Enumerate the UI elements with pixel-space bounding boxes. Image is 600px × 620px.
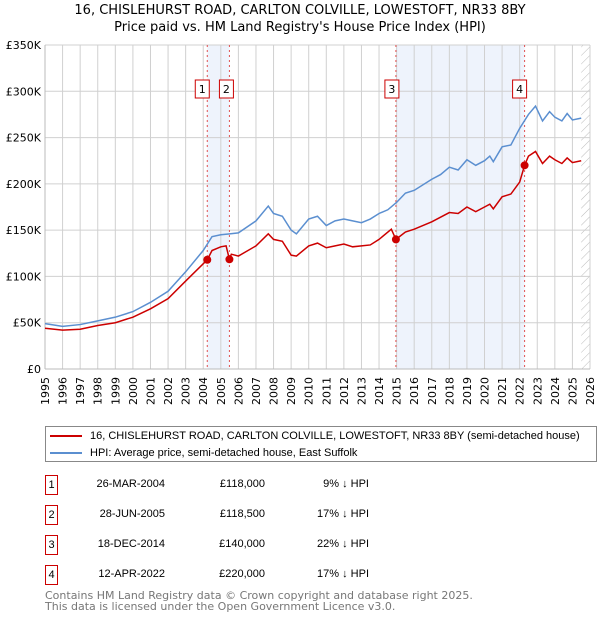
x-tick-label: 2003 [180,377,193,405]
sale-point [520,161,529,170]
x-tick-label: 2020 [479,377,492,405]
x-tick-label: 2010 [303,377,316,405]
footer-licence: This data is licensed under the Open Gov… [45,600,396,613]
x-tick-label: 2022 [514,377,527,405]
shade-region [395,45,525,369]
y-tick-label: £100K [6,270,42,283]
x-tick-label: 2006 [232,377,245,405]
x-tick-label: 2002 [162,377,175,405]
x-tick-label: 2026 [584,377,597,405]
sale-price: £220,000 [219,568,265,580]
x-tick-label: 2018 [443,377,456,405]
sale-row: 1 26-MAR-2004 £118,000 9% ↓ HPI [45,475,445,495]
x-tick-label: 2017 [426,377,439,405]
sale-label-box [218,79,234,99]
x-tick-label: 2009 [285,377,298,405]
x-tick-label: 2015 [391,377,404,405]
footer-copyright: Contains HM Land Registry data © Crown c… [45,589,473,602]
x-tick-label: 2016 [408,377,421,405]
sale-price: £140,000 [219,538,265,550]
x-tick-label: 1995 [39,377,52,405]
sale-row: 4 12-APR-2022 £220,000 17% ↓ HPI [45,565,445,585]
chart-subtitle: Price paid vs. HM Land Registry's House … [114,20,486,35]
sale-number: 4 [45,565,58,585]
x-tick-label: 1999 [109,377,122,405]
x-tick-label: 2007 [250,377,263,405]
x-tick-label: 2023 [531,377,544,405]
y-tick-label: £200K [6,178,42,191]
shade-region [207,45,230,369]
chart-title: 16, CHISLEHURST ROAD, CARLTON COLVILLE, … [74,3,526,18]
sale-label: 1 [199,83,206,96]
sale-label: 3 [388,83,395,96]
y-tick-label: £250K [6,132,42,145]
x-tick-label: 2004 [197,377,210,405]
sale-label-box [512,79,528,99]
x-tick-label: 2025 [566,377,579,405]
sale-number: 2 [45,505,58,525]
x-tick-label: 1997 [74,377,87,405]
sale-number: 3 [45,535,58,555]
y-tick-label: £150K [6,224,42,237]
sale-label: 2 [223,83,230,96]
legend-swatch-red [50,435,82,437]
x-tick-label: 2008 [268,377,281,405]
x-tick-label: 1998 [92,377,105,405]
x-tick-label: 2019 [461,377,474,405]
y-tick-label: £300K [6,85,42,98]
sale-price: £118,000 [219,478,265,490]
legend: 16, CHISLEHURST ROAD, CARLTON COLVILLE, … [45,426,597,462]
legend-item-hpi: HPI: Average price, semi-detached house,… [50,445,357,461]
forecast-hatch [581,45,590,369]
legend-label: HPI: Average price, semi-detached house,… [90,447,358,459]
x-tick-label: 2013 [355,377,368,405]
hpi-line [44,104,582,328]
sale-date: 18-DEC-2014 [97,538,165,550]
sale-hpi-diff: 17% ↓ HPI [317,568,369,580]
sale-label: 4 [516,83,523,96]
x-tick-label: 2012 [338,377,351,405]
x-tick-label: 2005 [215,377,228,405]
sale-row: 3 18-DEC-2014 £140,000 22% ↓ HPI [45,535,445,555]
y-tick-label: £50K [13,317,42,330]
sale-date: 28-JUN-2005 [99,508,165,520]
x-tick-label: 2001 [144,377,157,405]
x-tick-label: 2024 [549,377,562,405]
sale-hpi-diff: 9% ↓ HPI [323,478,369,490]
y-tick-label: £350K [6,39,42,52]
x-tick-label: 2000 [127,377,140,405]
plot-area: 1995 1996 1997 1998 1999 2000 2001 2002 2003 2004… [6,39,597,405]
x-tick-label: 2014 [373,377,386,405]
sale-label-box [194,79,210,99]
x-tick-label: 1996 [57,377,70,405]
sale-label-box [384,79,400,99]
y-tick-label: £0 [27,363,41,376]
legend-item-property: 16, CHISLEHURST ROAD, CARLTON COLVILLE, … [50,428,580,444]
sale-point [391,235,400,244]
sale-hpi-diff: 22% ↓ HPI [317,538,369,550]
sale-date: 12-APR-2022 [98,568,165,580]
sale-point [225,255,234,264]
sale-number: 1 [45,475,58,495]
x-tick-label: 2011 [320,377,333,405]
legend-swatch-blue [50,452,82,454]
sale-price: £118,500 [219,508,265,520]
legend-label: 16, CHISLEHURST ROAD, CARLTON COLVILLE, … [90,430,580,442]
sale-row: 2 28-JUN-2005 £118,500 17% ↓ HPI [45,505,445,525]
sale-point [203,255,212,264]
sale-hpi-diff: 17% ↓ HPI [317,508,369,520]
x-tick-label: 2021 [496,377,509,405]
sale-date: 26-MAR-2004 [96,478,165,490]
